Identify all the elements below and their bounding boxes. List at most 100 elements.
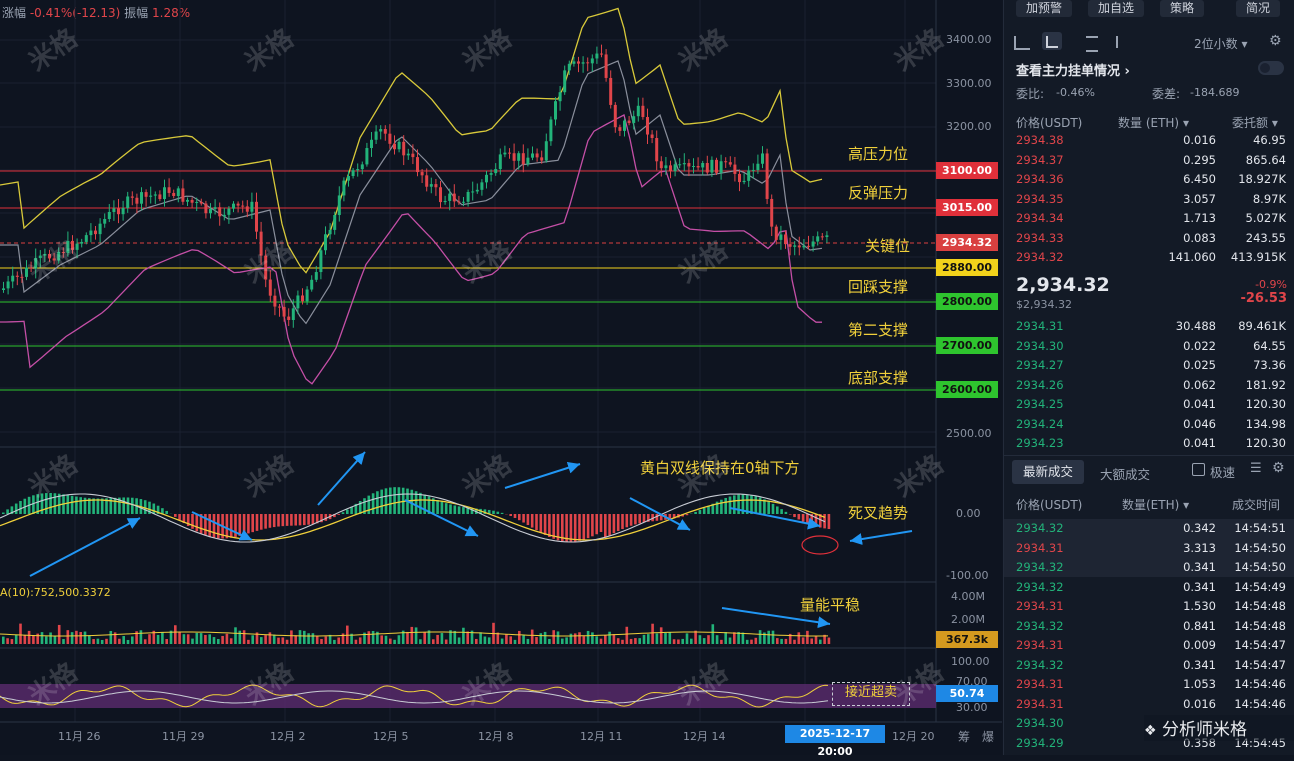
candle-body bbox=[821, 236, 824, 237]
volume-bar bbox=[75, 631, 78, 644]
macd-bar bbox=[634, 514, 637, 524]
orderbook-col-price: 价格(USDT) bbox=[1016, 114, 1082, 131]
volume-bar bbox=[45, 636, 48, 644]
tab-latest-trades[interactable]: 最新成交 bbox=[1012, 460, 1084, 484]
candle-body bbox=[706, 163, 709, 173]
candle-body bbox=[416, 157, 419, 172]
volume-bar bbox=[389, 639, 392, 644]
trade-price: 2934.31 bbox=[1016, 695, 1064, 714]
macd-bar bbox=[587, 514, 590, 538]
fast-checkbox[interactable] bbox=[1192, 463, 1205, 476]
volume-bar bbox=[294, 635, 297, 644]
ask-price: 2934.33 bbox=[1016, 229, 1064, 248]
main-orders-toggle[interactable] bbox=[1258, 61, 1284, 75]
volume-bar bbox=[239, 631, 242, 644]
orderbook-list-icon[interactable] bbox=[1116, 36, 1130, 48]
trade-qty: 0.009 bbox=[1136, 636, 1216, 655]
candle-body bbox=[770, 199, 773, 227]
annotation-second-support: 第二支撑 bbox=[848, 319, 908, 340]
volume-bar bbox=[380, 635, 383, 644]
candle-body bbox=[200, 202, 203, 204]
orderbook-col-qty[interactable]: 数量 (ETH) ▾ bbox=[1118, 114, 1189, 131]
filter-icon[interactable]: ☰ bbox=[1250, 461, 1262, 476]
volume-bar bbox=[694, 631, 697, 644]
volume-bar bbox=[105, 639, 108, 644]
candle-body bbox=[287, 317, 290, 320]
candle-body bbox=[692, 166, 695, 167]
add-alert-button[interactable]: 加预警 bbox=[1016, 0, 1072, 17]
candle-body bbox=[641, 106, 644, 117]
tab-large-trades[interactable]: 大额成交 bbox=[1100, 464, 1150, 483]
trade-qty: 3.313 bbox=[1136, 539, 1216, 558]
volume-bar bbox=[716, 635, 719, 644]
volume-bar bbox=[178, 632, 181, 644]
candle-body bbox=[664, 165, 667, 168]
orderbook-col-amount[interactable]: 委托额 ▾ bbox=[1232, 114, 1278, 131]
volume-bar bbox=[247, 640, 250, 644]
volume-bar bbox=[251, 635, 254, 644]
volume-bar bbox=[505, 635, 508, 644]
chart-area[interactable]: 涨幅 -0.41%(-12.13) 振幅 1.28% 3400.00 3300.… bbox=[0, 0, 1002, 755]
candle-body bbox=[177, 188, 180, 196]
settings-gear-icon[interactable]: ⚙ bbox=[1269, 33, 1282, 49]
macd-bar bbox=[174, 514, 177, 517]
simple-view-button[interactable]: 简况 bbox=[1236, 0, 1280, 17]
crosshair-date: 2025-12-17 20:00 bbox=[785, 725, 885, 743]
precision-select[interactable]: 2位小数 ▾ bbox=[1194, 35, 1248, 52]
volume-bar bbox=[19, 624, 22, 644]
volume-bar bbox=[729, 638, 732, 644]
candle-body bbox=[480, 182, 483, 189]
candle-body bbox=[462, 202, 465, 203]
candle-body bbox=[191, 200, 194, 203]
orderbook-both-icon[interactable] bbox=[1014, 36, 1030, 50]
settings-gear-icon[interactable]: ⚙ bbox=[1272, 460, 1285, 476]
volume-indicator: A(10):752,500.3372 bbox=[0, 586, 111, 599]
add-watchlist-button[interactable]: 加自选 bbox=[1088, 0, 1144, 17]
chips-label[interactable]: 筹 bbox=[958, 728, 970, 745]
trades-col-qty[interactable]: 数量(ETH) ▾ bbox=[1122, 496, 1189, 513]
candle-body bbox=[135, 198, 138, 204]
macd-bar bbox=[19, 501, 22, 514]
main-orders-link[interactable]: 查看主力挂单情况 › bbox=[1016, 60, 1130, 79]
strategy-button[interactable]: 策略 bbox=[1160, 0, 1204, 17]
volume-bar bbox=[157, 635, 160, 644]
volume-bar bbox=[432, 639, 435, 644]
death-cross-circle bbox=[802, 536, 838, 554]
orderbook-bids-icon[interactable] bbox=[1042, 32, 1062, 50]
footer-watermark: ❖ 分析师米格 bbox=[1144, 715, 1294, 741]
candle-body bbox=[448, 194, 451, 201]
candle-body bbox=[779, 234, 782, 239]
orderbook-asks-icon[interactable] bbox=[1086, 36, 1098, 52]
liquidation-label[interactable]: 爆 bbox=[982, 728, 994, 745]
candle-body bbox=[591, 58, 594, 63]
volume-bar bbox=[273, 635, 276, 644]
volume-bar bbox=[183, 634, 186, 644]
volume-bar bbox=[71, 632, 74, 644]
volume-bar bbox=[772, 631, 775, 644]
volume-bar bbox=[196, 633, 199, 644]
